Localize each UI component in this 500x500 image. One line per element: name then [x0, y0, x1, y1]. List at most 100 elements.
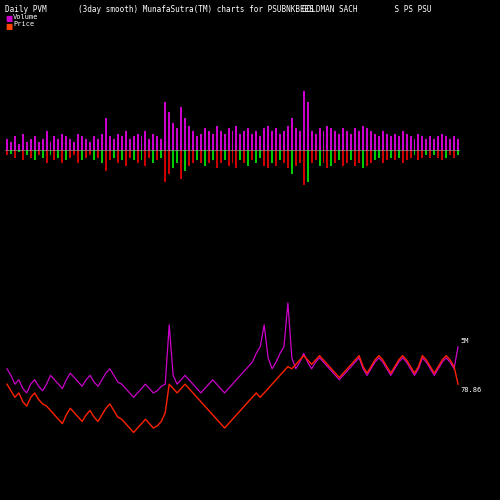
- Bar: [338, 134, 340, 150]
- Bar: [46, 150, 48, 163]
- Bar: [124, 131, 126, 150]
- Bar: [382, 131, 384, 150]
- Bar: [295, 150, 297, 166]
- Bar: [164, 150, 166, 182]
- Bar: [378, 136, 380, 149]
- Bar: [101, 150, 103, 163]
- Text: GOLDMAN SACH        S PS PSU: GOLDMAN SACH S PS PSU: [302, 5, 432, 14]
- Bar: [81, 150, 83, 160]
- Text: 5M: 5M: [461, 338, 469, 344]
- Bar: [66, 150, 68, 160]
- Bar: [299, 131, 300, 150]
- Bar: [208, 131, 210, 150]
- Bar: [117, 150, 119, 163]
- Bar: [271, 150, 273, 163]
- Bar: [354, 128, 356, 150]
- Bar: [120, 150, 122, 160]
- Bar: [330, 150, 332, 166]
- Bar: [390, 150, 392, 158]
- Bar: [244, 150, 246, 163]
- Bar: [457, 150, 459, 155]
- Bar: [236, 150, 238, 168]
- Bar: [263, 150, 265, 166]
- Bar: [430, 150, 432, 158]
- Bar: [152, 150, 154, 163]
- Bar: [196, 150, 198, 160]
- Bar: [132, 136, 134, 149]
- Bar: [204, 150, 206, 166]
- Bar: [124, 150, 126, 166]
- Bar: [192, 150, 194, 163]
- Bar: [184, 150, 186, 171]
- Bar: [89, 142, 91, 150]
- Bar: [322, 150, 324, 163]
- Bar: [180, 150, 182, 179]
- Bar: [216, 150, 218, 168]
- Text: (3day smooth) MunafaSutra(TM) charts for PSUBNKBEES: (3day smooth) MunafaSutra(TM) charts for…: [78, 5, 314, 14]
- Bar: [192, 131, 194, 150]
- Bar: [172, 123, 174, 150]
- Bar: [326, 126, 328, 150]
- Text: Price: Price: [13, 22, 34, 28]
- Bar: [310, 131, 312, 150]
- Bar: [318, 150, 320, 166]
- Bar: [283, 150, 285, 163]
- Bar: [453, 136, 455, 149]
- Bar: [326, 150, 328, 168]
- Bar: [449, 150, 451, 155]
- Bar: [370, 150, 372, 163]
- Bar: [164, 102, 166, 150]
- Bar: [248, 150, 250, 166]
- Bar: [398, 150, 400, 158]
- Bar: [136, 150, 138, 163]
- Bar: [196, 136, 198, 149]
- Bar: [97, 150, 99, 158]
- Bar: [26, 150, 28, 155]
- Bar: [418, 134, 420, 150]
- Bar: [346, 131, 348, 150]
- Bar: [152, 134, 154, 150]
- Bar: [120, 136, 122, 149]
- Bar: [422, 136, 424, 149]
- Bar: [240, 150, 242, 160]
- Bar: [81, 136, 83, 149]
- Bar: [168, 150, 170, 174]
- Bar: [128, 150, 130, 158]
- Bar: [184, 118, 186, 150]
- Bar: [402, 150, 404, 163]
- Bar: [224, 134, 226, 150]
- Bar: [410, 150, 412, 158]
- Bar: [374, 150, 376, 160]
- Bar: [160, 139, 162, 149]
- Bar: [310, 150, 312, 163]
- Bar: [267, 150, 269, 168]
- Bar: [306, 102, 308, 150]
- Bar: [93, 150, 95, 160]
- Bar: [402, 131, 404, 150]
- Bar: [144, 131, 146, 150]
- Bar: [38, 150, 40, 155]
- Bar: [426, 139, 428, 149]
- Bar: [30, 139, 32, 149]
- Bar: [30, 150, 32, 158]
- Bar: [77, 150, 79, 163]
- Bar: [200, 150, 202, 163]
- Bar: [136, 134, 138, 150]
- Bar: [302, 150, 304, 190]
- Bar: [58, 150, 59, 158]
- Bar: [236, 126, 238, 150]
- Bar: [430, 136, 432, 149]
- Bar: [105, 118, 107, 150]
- Bar: [113, 139, 115, 149]
- Bar: [426, 150, 428, 155]
- Bar: [220, 131, 222, 150]
- Bar: [295, 128, 297, 150]
- Bar: [10, 150, 12, 154]
- Bar: [208, 150, 210, 163]
- Bar: [362, 150, 364, 168]
- Bar: [200, 134, 202, 150]
- Text: 78.86: 78.86: [461, 386, 482, 392]
- Bar: [85, 150, 87, 158]
- Bar: [275, 128, 277, 150]
- Bar: [77, 134, 79, 150]
